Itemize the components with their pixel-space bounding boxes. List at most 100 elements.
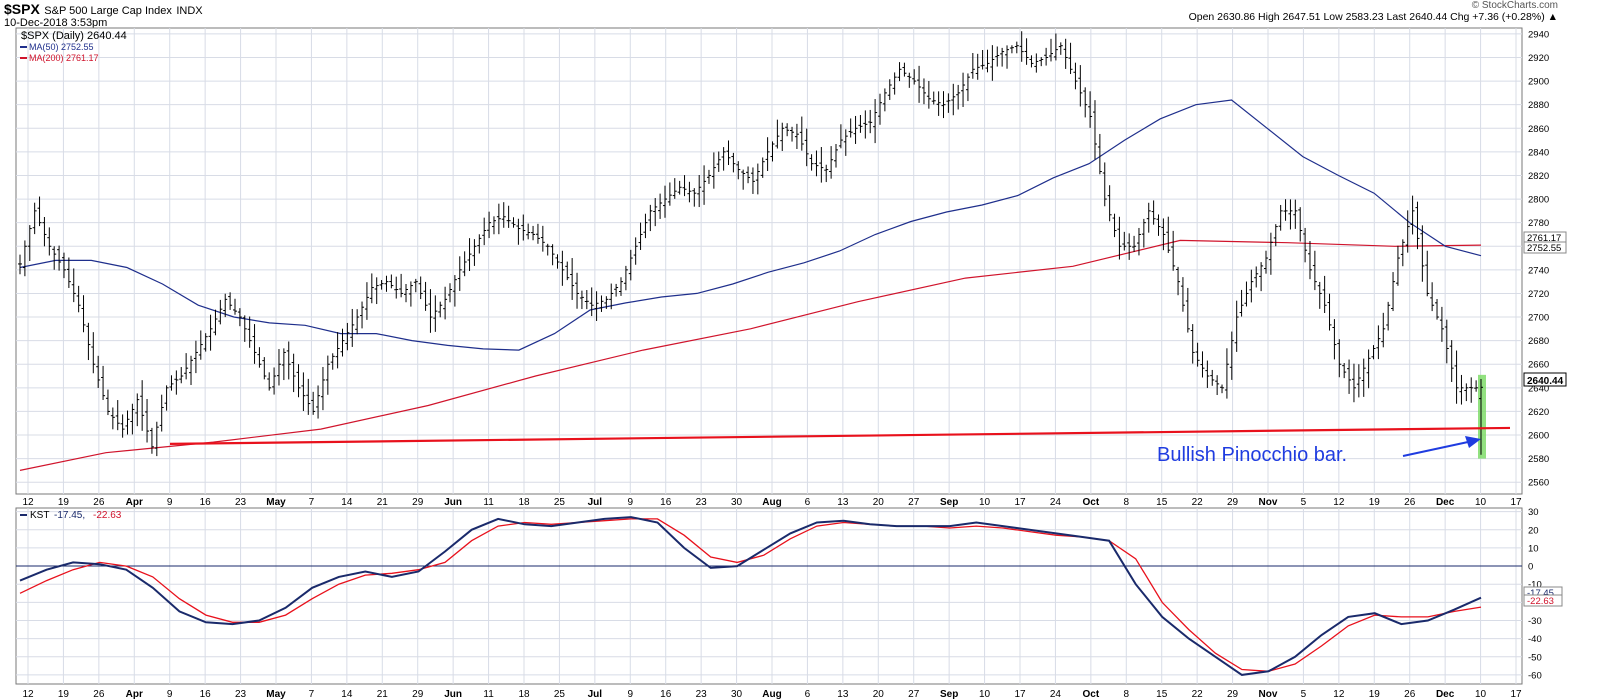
price-x-tick-label: 17 — [1510, 497, 1522, 508]
kst-last-label: -17.45 — [1527, 588, 1554, 599]
legend-ma50: MA(50) 2752.55 — [29, 42, 94, 52]
kst-x-tick-label: 25 — [554, 689, 566, 700]
chart-header: $SPX S&P 500 Large Cap Index INDX 10-Dec… — [4, 1, 203, 29]
pinocchio-highlight — [1478, 374, 1486, 459]
ma50-line — [19, 99, 1482, 351]
kst-x-tick-label: 23 — [235, 689, 247, 700]
price-x-tick-label: 21 — [377, 497, 389, 508]
price-y-tick-label: 2680 — [1528, 336, 1549, 347]
price-x-tick-label: 14 — [341, 497, 353, 508]
price-x-tick-label: 27 — [908, 497, 920, 508]
kst-x-tick-label: Jun — [444, 689, 462, 700]
price-x-tick-label: Oct — [1083, 497, 1100, 508]
price-x-tick-label: 29 — [412, 497, 424, 508]
price-x-tick-label: 8 — [1124, 497, 1130, 508]
price-x-tick-label: 7 — [309, 497, 315, 508]
price-y-tick-label: 2560 — [1528, 478, 1549, 489]
brand-logo: © StockCharts.com — [1471, 0, 1558, 11]
price-x-tick-label: 30 — [731, 497, 743, 508]
price-y-tick-label: 2880 — [1528, 100, 1549, 111]
price-y-tick-label: 2720 — [1528, 289, 1549, 300]
price-x-tick-label: Jul — [588, 497, 603, 508]
kst-panel-frame — [15, 507, 1523, 685]
kst-x-tick-label: 29 — [412, 689, 424, 700]
kst-x-tick-label: 18 — [518, 689, 530, 700]
kst-x-tick-label: 10 — [1475, 689, 1487, 700]
price-y-tick-label: 2940 — [1528, 29, 1549, 40]
last-price-label: 2640.44 — [1527, 376, 1564, 387]
kst-x-tick-label: 6 — [805, 689, 811, 700]
price-x-tick-label: 26 — [1404, 497, 1416, 508]
kst-x-tick-label: 19 — [58, 689, 70, 700]
kst-x-tick-label: 10 — [979, 689, 991, 700]
ma200-price-label: 2761.17 — [1527, 233, 1561, 244]
price-x-tick-label: 16 — [660, 497, 672, 508]
kst-y-tick-label: -40 — [1528, 634, 1542, 645]
support-trendline — [169, 426, 1511, 445]
annotation-text: Bullish Pinocchio bar. — [1157, 444, 1347, 466]
price-x-tick-label: 15 — [1156, 497, 1168, 508]
kst-x-tick-label: 7 — [309, 689, 315, 700]
price-x-tick-label: 11 — [483, 497, 494, 508]
quote-line: Open 2630.86 High 2647.51 Low 2583.23 La… — [1188, 11, 1558, 23]
kst-x-tick-label: Jul — [588, 689, 603, 700]
kst-x-tick-label: 12 — [1333, 689, 1345, 700]
price-x-tick-label: Apr — [126, 497, 143, 508]
price-y-tick-label: 2840 — [1528, 147, 1549, 158]
price-gridlines — [16, 28, 1522, 494]
price-x-tick-label: 19 — [1369, 497, 1381, 508]
index-name: S&P 500 Large Cap Index — [44, 5, 172, 17]
kst-x-tick-label: 17 — [1014, 689, 1026, 700]
exchange: INDX — [176, 5, 203, 17]
kst-x-tick-label: 5 — [1301, 689, 1307, 700]
price-x-tick-label: May — [266, 497, 286, 508]
kst-x-tick-label: 14 — [341, 689, 353, 700]
price-x-tick-label: 16 — [200, 497, 212, 508]
price-x-tick-label: Jun — [444, 497, 462, 508]
kst-x-tick-label: 8 — [1124, 689, 1130, 700]
annotation-arrow — [1402, 441, 1469, 457]
kst-y-tick-label: -10 — [1528, 580, 1542, 591]
kst-line — [19, 516, 1482, 676]
price-x-tick-label: 23 — [696, 497, 708, 508]
price-y-tick-label: 2640 — [1528, 383, 1549, 394]
price-x-tick-label: 10 — [979, 497, 991, 508]
price-x-tick-label: 12 — [1333, 497, 1345, 508]
ma200-line — [19, 239, 1482, 471]
price-x-tick-label: 26 — [93, 497, 105, 508]
price-y-tick-label: 2920 — [1528, 53, 1549, 64]
kst-x-tick-label: 23 — [696, 689, 708, 700]
price-y-tick-label: 2580 — [1528, 454, 1549, 465]
kst-y-tick-label: 10 — [1528, 543, 1539, 554]
price-y-tick-label: 2600 — [1528, 431, 1549, 442]
kst-x-tick-label: 20 — [873, 689, 885, 700]
ohlc-bars — [18, 31, 1483, 457]
price-x-tick-label: 20 — [873, 497, 885, 508]
price-y-tick-label: 2860 — [1528, 124, 1549, 135]
price-y-tick-label: 2740 — [1528, 265, 1549, 276]
kst-x-tick-label: Sep — [940, 689, 958, 700]
price-y-axis: 2560 2580 2600 2620 2640 2660 2680 2700 2720 2740… — [1528, 29, 1549, 488]
chart-date: 10-Dec-2018 3:53pm — [4, 17, 108, 29]
kst-y-tick-label: -60 — [1528, 670, 1542, 681]
kst-y-tick-label: 0 — [1528, 562, 1533, 573]
kst-signal-line — [19, 518, 1482, 672]
price-y-tick-label: 2900 — [1528, 77, 1549, 88]
price-x-tick-label: 6 — [805, 497, 811, 508]
arrow-head — [1465, 436, 1481, 448]
price-y-tick-label: 2800 — [1528, 195, 1549, 206]
price-y-tick-label: 2700 — [1528, 313, 1549, 324]
kst-x-tick-label: 16 — [200, 689, 212, 700]
ma50-price-label: 2752.55 — [1527, 243, 1561, 254]
price-x-tick-label: 22 — [1192, 497, 1204, 508]
kst-x-tick-label: May — [266, 689, 286, 700]
kst-x-tick-label: 29 — [1227, 689, 1239, 700]
kst-y-tick-label: -50 — [1528, 652, 1542, 663]
price-x-tick-label: 13 — [837, 497, 849, 508]
kst-value-labels: -17.45 -22.63 — [1523, 586, 1563, 607]
price-y-tick-label: 2820 — [1528, 171, 1549, 182]
kst-x-tick-label: 26 — [1404, 689, 1416, 700]
price-x-tick-label: 23 — [235, 497, 247, 508]
price-x-tick-label: 24 — [1050, 497, 1062, 508]
kst-x-tick-label: 27 — [908, 689, 920, 700]
